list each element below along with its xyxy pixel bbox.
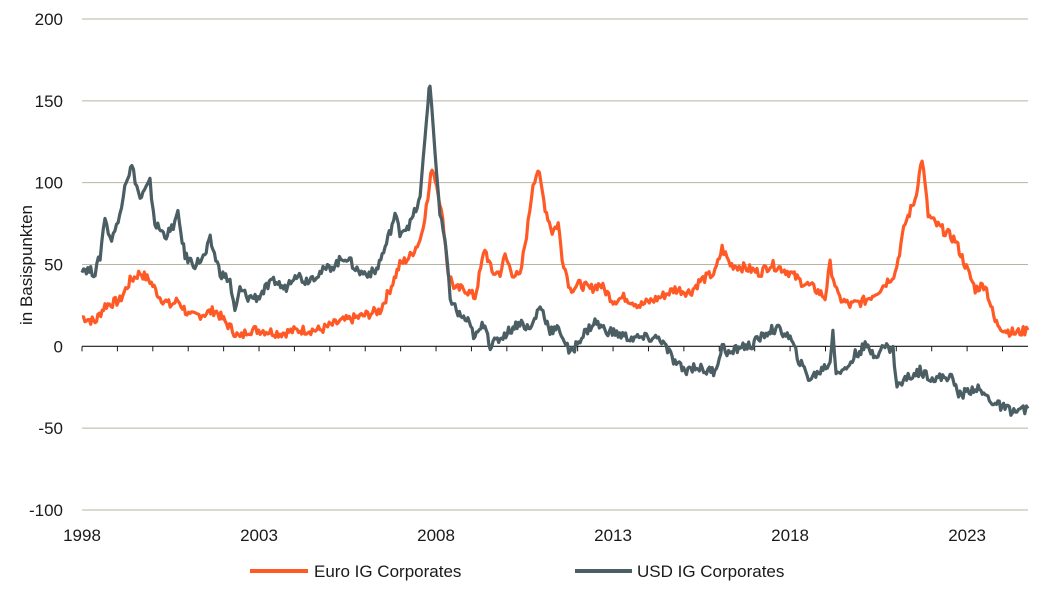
y-tick-label: 50 xyxy=(44,256,63,275)
legend-label-euro: Euro IG Corporates xyxy=(314,562,461,581)
x-axis: 1998 2003 2008 2013 2018 2023 xyxy=(63,345,1028,545)
y-tick-labels: -100 -50 0 50 100 150 200 xyxy=(29,10,63,520)
legend: Euro IG Corporates USD IG Corporates xyxy=(250,562,784,581)
y-tick-label: 150 xyxy=(35,92,63,111)
x-tick-label: 2023 xyxy=(948,526,986,545)
x-tick-label: 2018 xyxy=(771,526,809,545)
legend-label-usd: USD IG Corporates xyxy=(637,562,784,581)
series-line-euro-ig xyxy=(81,159,1030,340)
y-tick-label: 200 xyxy=(35,10,63,29)
y-tick-label: -100 xyxy=(29,501,63,520)
y-tick-label: 100 xyxy=(35,174,63,193)
y-tick-label: 0 xyxy=(54,337,63,356)
gridlines xyxy=(82,18,1028,511)
y-tick-label: -50 xyxy=(38,419,63,438)
x-tick-label: 2008 xyxy=(417,526,455,545)
y-axis-label: in Basispunkten xyxy=(17,205,36,325)
x-tick-label: 2003 xyxy=(240,526,278,545)
series-line-usd-ig xyxy=(80,84,1030,417)
x-tick-label: 2013 xyxy=(594,526,632,545)
x-tick-label: 1998 xyxy=(63,526,101,545)
series-lines xyxy=(80,84,1030,417)
